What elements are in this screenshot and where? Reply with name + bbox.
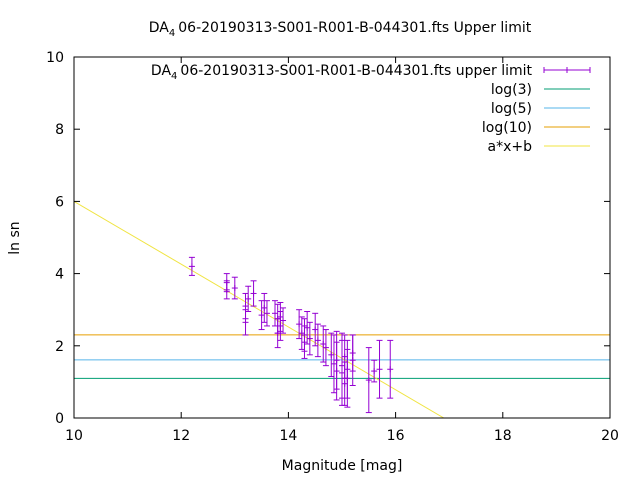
data-point [277,311,284,341]
plot-frame [73,56,611,419]
data-point [188,256,195,276]
y-tick-label: 4 [55,267,64,283]
x-tick-label: 14 [279,428,297,444]
data-point [333,330,340,390]
chart-title: DA4 06-20190313-S001-R001-B-044301.fts Up… [149,20,532,39]
data-point [339,332,345,399]
y-tick-label: 6 [55,194,64,210]
x-tick-label: 16 [387,428,405,444]
data-point [223,280,230,300]
data-point [296,309,303,340]
legend: DA4 06-20190313-S001-R001-B-044301.fts up… [151,63,591,155]
y-tick-label: 0 [55,411,64,427]
data-point [261,292,268,323]
fit-line-group [74,200,445,418]
legend-label: a*x+b [488,139,533,155]
data-point [306,321,313,356]
data-point [245,285,252,313]
legend-entry-fit: a*x+b [488,139,590,155]
x-tick-label: 12 [172,428,190,444]
fit-line [74,200,445,418]
data-point [341,334,348,379]
plot-area [74,200,610,418]
data-point [314,323,321,358]
y-axis-label: ln sn [7,221,23,254]
data-point [231,276,238,300]
legend-entry-log3: log(3) [491,82,590,98]
data-point [322,329,329,367]
data-point [280,307,287,334]
y-axis: 0 2 4 6 8 10 [46,50,610,427]
x-tick-label: 18 [494,428,512,444]
data-point [320,325,327,363]
legend-label: log(5) [491,101,532,117]
data-point [349,334,356,372]
data-point [272,300,278,327]
y-tick-label: 10 [46,50,64,66]
data-point [242,309,249,336]
legend-entry-points: DA4 06-20190313-S001-R001-B-044301.fts up… [151,63,591,82]
y-tick-label: 8 [55,122,64,138]
data-point [301,325,308,359]
legend-entry-log5: log(5) [491,101,590,117]
legend-label: DA4 06-20190313-S001-R001-B-044301.fts up… [151,63,533,82]
x-axis: 10 12 14 16 18 20 [65,57,619,444]
data-point [371,359,378,383]
x-axis-label: Magnitude [mag] [282,458,403,474]
data-point [376,339,383,399]
data-point [274,318,281,349]
data-point [387,339,394,399]
legend-label: log(3) [491,82,532,98]
data-point [298,316,305,350]
data-point [365,347,372,414]
data-point [258,300,265,331]
data-point [250,280,257,307]
y-tick-label: 2 [55,339,64,355]
data-point [263,300,270,327]
data-point [330,334,337,394]
x-tick-label: 10 [65,428,83,444]
data-point [328,332,335,377]
legend-label: log(10) [482,120,532,136]
data-point [344,348,351,408]
legend-entry-log10: log(10) [482,120,590,136]
x-tick-label: 20 [601,428,619,444]
data-points [188,256,394,414]
